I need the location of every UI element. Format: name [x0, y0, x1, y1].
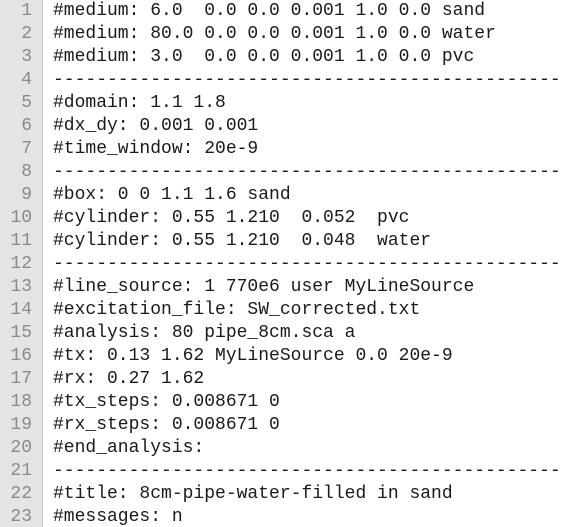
code-text[interactable]: #medium: 80.0 0.0 0.0 0.001 1.0 0.0 wate…	[53, 24, 496, 44]
editor-line: 10 #cylinder: 0.55 1.210 0.052 pvc	[0, 207, 579, 230]
editor-line: 15 #analysis: 80 pipe_8cm.sca a	[0, 322, 579, 345]
line-number-gutter: 22	[0, 483, 43, 506]
code-text[interactable]: #medium: 6.0 0.0 0.0 0.001 1.0 0.0 sand	[53, 1, 486, 21]
line-number-gutter: 17	[0, 368, 43, 391]
code-text[interactable]: #cylinder: 0.55 1.210 0.048 water	[53, 231, 432, 251]
line-number-gutter: 1	[0, 0, 43, 23]
line-number-gutter: 6	[0, 115, 43, 138]
line-number-gutter: 18	[0, 391, 43, 414]
editor-line: 23 #messages: n	[0, 506, 579, 527]
line-number: 1	[21, 1, 32, 21]
line-number: 22	[10, 484, 32, 504]
editor-line: 2 #medium: 80.0 0.0 0.0 0.001 1.0 0.0 wat…	[0, 23, 579, 46]
editor-line: 14 #excitation_file: SW_corrected.txt	[0, 299, 579, 322]
line-number: 5	[21, 93, 32, 113]
line-number-gutter: 13	[0, 276, 43, 299]
code-text[interactable]: ----------------------------------------…	[53, 461, 561, 481]
line-number-gutter: 3	[0, 46, 43, 69]
line-number: 8	[21, 162, 32, 182]
line-number: 15	[10, 323, 32, 343]
code-text[interactable]: ----------------------------------------…	[53, 162, 561, 182]
line-number: 12	[10, 254, 32, 274]
editor-line: 16 #tx: 0.13 1.62 MyLineSource 0.0 20e-9	[0, 345, 579, 368]
line-number-gutter: 9	[0, 184, 43, 207]
line-number-gutter: 16	[0, 345, 43, 368]
code-text[interactable]: #domain: 1.1 1.8	[53, 93, 226, 113]
line-number: 13	[10, 277, 32, 297]
editor-line: 1 #medium: 6.0 0.0 0.0 0.001 1.0 0.0 sand	[0, 0, 579, 23]
code-text[interactable]: #messages: n	[53, 507, 183, 527]
code-text[interactable]: #dx_dy: 0.001 0.001	[53, 116, 259, 136]
line-number: 11	[10, 231, 32, 251]
line-number-gutter: 10	[0, 207, 43, 230]
editor-line: 4 ---------------------------------------…	[0, 69, 579, 92]
code-text[interactable]: #cylinder: 0.55 1.210 0.052 pvc	[53, 208, 410, 228]
code-text[interactable]: #analysis: 80 pipe_8cm.sca a	[53, 323, 356, 343]
editor-line: 9 #box: 0 0 1.1 1.6 sand	[0, 184, 579, 207]
editor-line: 21 --------------------------------------…	[0, 460, 579, 483]
line-number-gutter: 15	[0, 322, 43, 345]
line-number-gutter: 21	[0, 460, 43, 483]
line-number: 23	[10, 507, 32, 527]
editor-line: 19 #rx_steps: 0.008671 0	[0, 414, 579, 437]
line-number: 14	[10, 300, 32, 320]
line-number-gutter: 4	[0, 69, 43, 92]
editor-line: 8 ---------------------------------------…	[0, 161, 579, 184]
editor-line: 6 #dx_dy: 0.001 0.001	[0, 115, 579, 138]
line-number: 21	[10, 461, 32, 481]
editor-line: 5 #domain: 1.1 1.8	[0, 92, 579, 115]
code-text[interactable]: #tx_steps: 0.008671 0	[53, 392, 280, 412]
editor-line: 22 #title: 8cm-pipe-water-filled in sand	[0, 483, 579, 506]
line-number: 10	[10, 208, 32, 228]
editor-line: 13 #line_source: 1 770e6 user MyLineSourc…	[0, 276, 579, 299]
code-text[interactable]: #medium: 3.0 0.0 0.0 0.001 1.0 0.0 pvc	[53, 47, 475, 67]
code-text[interactable]: #title: 8cm-pipe-water-filled in sand	[53, 484, 453, 504]
line-number: 6	[21, 116, 32, 136]
line-number: 3	[21, 47, 32, 67]
line-number-gutter: 8	[0, 161, 43, 184]
line-number: 9	[21, 185, 32, 205]
editor-line: 17 #rx: 0.27 1.62	[0, 368, 579, 391]
code-text[interactable]: #rx_steps: 0.008671 0	[53, 415, 280, 435]
line-number: 16	[10, 346, 32, 366]
line-number: 19	[10, 415, 32, 435]
line-number-gutter: 19	[0, 414, 43, 437]
line-number: 18	[10, 392, 32, 412]
line-number: 2	[21, 24, 32, 44]
editor-line: 20 #end_analysis:	[0, 437, 579, 460]
code-text[interactable]: #tx: 0.13 1.62 MyLineSource 0.0 20e-9	[53, 346, 453, 366]
code-text[interactable]: ----------------------------------------…	[53, 70, 561, 90]
editor-line: 7 #time_window: 20e-9	[0, 138, 579, 161]
code-text[interactable]: #line_source: 1 770e6 user MyLineSource	[53, 277, 475, 297]
line-number-gutter: 7	[0, 138, 43, 161]
code-text[interactable]: #box: 0 0 1.1 1.6 sand	[53, 185, 291, 205]
line-number-gutter: 20	[0, 437, 43, 460]
code-text[interactable]: #time_window: 20e-9	[53, 139, 259, 159]
line-number: 4	[21, 70, 32, 90]
line-number-gutter: 14	[0, 299, 43, 322]
line-number-gutter: 2	[0, 23, 43, 46]
line-number-gutter: 5	[0, 92, 43, 115]
code-text[interactable]: #rx: 0.27 1.62	[53, 369, 205, 389]
editor-line: 3 #medium: 3.0 0.0 0.0 0.001 1.0 0.0 pvc	[0, 46, 579, 69]
line-number-gutter: 11	[0, 230, 43, 253]
editor-line: 18 #tx_steps: 0.008671 0	[0, 391, 579, 414]
code-text[interactable]: #excitation_file: SW_corrected.txt	[53, 300, 421, 320]
line-number: 7	[21, 139, 32, 159]
line-number-gutter: 23	[0, 506, 43, 527]
code-text[interactable]: ----------------------------------------…	[53, 254, 561, 274]
editor-line: 11 #cylinder: 0.55 1.210 0.048 water	[0, 230, 579, 253]
line-number-gutter: 12	[0, 253, 43, 276]
line-number: 17	[10, 369, 32, 389]
editor-line: 12 --------------------------------------…	[0, 253, 579, 276]
code-text[interactable]: #end_analysis:	[53, 438, 205, 458]
line-number: 20	[10, 438, 32, 458]
